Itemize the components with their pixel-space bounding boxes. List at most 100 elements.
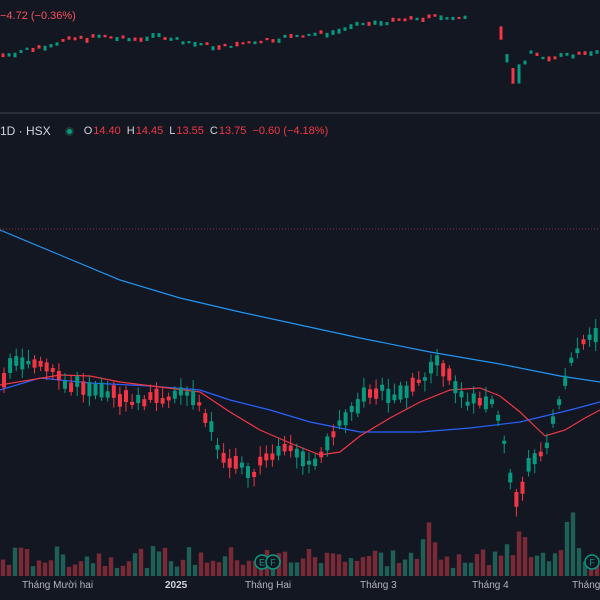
- candle[interactable]: [404, 385, 409, 398]
- candle[interactable]: [416, 379, 421, 383]
- candle[interactable]: [32, 359, 37, 368]
- candle[interactable]: [422, 377, 427, 381]
- candle[interactable]: [471, 393, 476, 404]
- candle[interactable]: [459, 391, 464, 398]
- candle[interactable]: [465, 401, 470, 406]
- candle[interactable]: [386, 388, 391, 404]
- candle[interactable]: [587, 334, 592, 340]
- candle[interactable]: [593, 328, 598, 343]
- candle[interactable]: [349, 405, 354, 413]
- candle[interactable]: [239, 462, 244, 468]
- candle[interactable]: [185, 391, 189, 396]
- candle[interactable]: [453, 381, 458, 394]
- candle[interactable]: [63, 380, 67, 389]
- candle[interactable]: [270, 453, 275, 460]
- candle[interactable]: [38, 360, 43, 367]
- earnings-marker-icon[interactable]: [584, 554, 600, 570]
- candle[interactable]: [87, 382, 92, 397]
- candle[interactable]: [191, 390, 196, 406]
- candle[interactable]: [557, 399, 562, 406]
- candle[interactable]: [252, 471, 257, 478]
- candle[interactable]: [368, 389, 372, 398]
- candle[interactable]: [331, 431, 336, 438]
- candle[interactable]: [526, 458, 531, 472]
- candle[interactable]: [20, 357, 25, 370]
- candle[interactable]: [294, 448, 299, 458]
- candle[interactable]: [276, 446, 281, 456]
- candle[interactable]: [166, 396, 171, 401]
- candle[interactable]: [398, 385, 403, 400]
- candle[interactable]: [441, 363, 446, 377]
- candle[interactable]: [14, 356, 19, 366]
- candle[interactable]: [532, 453, 537, 465]
- candle[interactable]: [99, 382, 104, 398]
- candle[interactable]: [209, 421, 214, 432]
- candle[interactable]: [563, 375, 568, 386]
- ma-slow-line[interactable]: [0, 229, 600, 383]
- candle[interactable]: [496, 414, 501, 421]
- candle[interactable]: [343, 412, 348, 426]
- candle[interactable]: [282, 443, 287, 452]
- candle[interactable]: [435, 355, 440, 366]
- candle[interactable]: [520, 481, 525, 494]
- candle[interactable]: [502, 440, 507, 444]
- candle[interactable]: [300, 451, 305, 467]
- candle[interactable]: [93, 383, 98, 396]
- candle[interactable]: [50, 368, 55, 372]
- candle[interactable]: [81, 381, 86, 395]
- candle[interactable]: [154, 388, 159, 403]
- earnings-marker-icon[interactable]: [265, 554, 281, 570]
- candle[interactable]: [44, 362, 49, 372]
- candle[interactable]: [136, 394, 141, 404]
- candle[interactable]: [483, 396, 488, 410]
- candle[interactable]: [544, 442, 549, 449]
- candle[interactable]: [490, 399, 494, 405]
- candle[interactable]: [221, 452, 226, 463]
- candle[interactable]: [514, 491, 519, 507]
- interval-exchange-label[interactable]: 1D · HSX: [0, 124, 51, 138]
- candle[interactable]: [410, 377, 415, 392]
- candle[interactable]: [325, 436, 330, 451]
- candle[interactable]: [172, 390, 177, 399]
- candle[interactable]: [148, 392, 153, 400]
- candle[interactable]: [178, 387, 183, 396]
- candle[interactable]: [246, 466, 250, 478]
- candle[interactable]: [8, 358, 13, 373]
- candle[interactable]: [26, 360, 31, 365]
- candle[interactable]: [551, 416, 555, 424]
- candle[interactable]: [215, 445, 220, 450]
- candle[interactable]: [361, 387, 366, 402]
- candle[interactable]: [197, 402, 202, 406]
- candle[interactable]: [117, 394, 122, 407]
- time-axis[interactable]: Tháng Mười hai 2025 Tháng Hai Tháng 3 Th…: [0, 576, 600, 600]
- candle[interactable]: [56, 370, 61, 381]
- candle[interactable]: [130, 401, 135, 405]
- candle[interactable]: [264, 453, 269, 461]
- candle[interactable]: [313, 458, 318, 466]
- candle[interactable]: [581, 339, 586, 345]
- candle[interactable]: [508, 472, 513, 483]
- candle[interactable]: [2, 373, 6, 388]
- candle[interactable]: [233, 455, 238, 469]
- candle[interactable]: [569, 357, 574, 363]
- candle[interactable]: [105, 391, 110, 398]
- candle[interactable]: [477, 397, 482, 406]
- candle[interactable]: [142, 399, 147, 407]
- candle[interactable]: [307, 460, 311, 465]
- candle[interactable]: [380, 384, 385, 391]
- index-pane-chart[interactable]: [0, 0, 600, 112]
- candle[interactable]: [227, 458, 232, 468]
- pane-separator[interactable]: [0, 112, 600, 114]
- candle[interactable]: [69, 382, 74, 392]
- candle[interactable]: [111, 385, 116, 398]
- candle[interactable]: [124, 390, 128, 402]
- candle[interactable]: [160, 398, 165, 404]
- candle[interactable]: [575, 348, 580, 354]
- candle[interactable]: [288, 445, 293, 452]
- symbol-legend[interactable]: 1D · HSX O 14.40 H 14.45 L 13.55 C 13.75 −0.…: [0, 122, 328, 140]
- candle[interactable]: [203, 413, 208, 423]
- candle[interactable]: [75, 376, 80, 387]
- ma-fast-line[interactable]: [0, 374, 600, 456]
- candle[interactable]: [538, 451, 543, 457]
